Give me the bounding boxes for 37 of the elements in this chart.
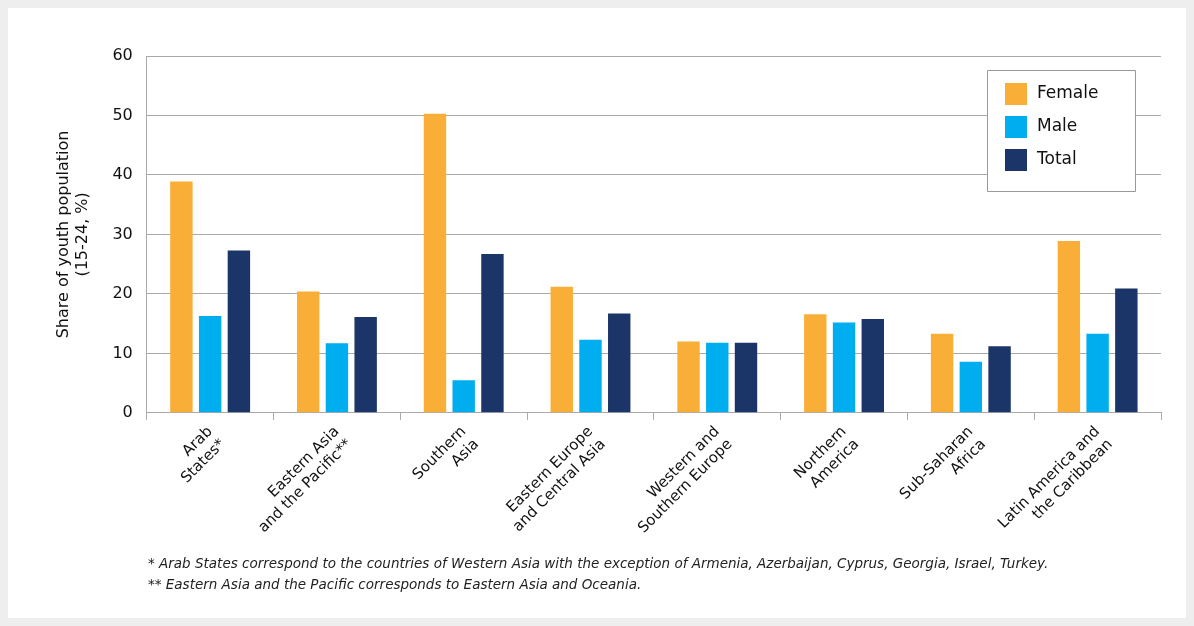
bar xyxy=(481,254,504,413)
bar xyxy=(452,380,475,413)
legend-label: Female xyxy=(1037,82,1099,103)
y-tick-label: 40 xyxy=(112,164,133,184)
bar xyxy=(1115,288,1138,413)
bar xyxy=(832,322,856,413)
bar xyxy=(959,361,983,413)
bar xyxy=(861,318,884,413)
bar xyxy=(608,313,631,413)
y-tick-label: 0 xyxy=(122,402,133,422)
bar xyxy=(706,342,729,413)
legend-label: Male xyxy=(1037,115,1078,136)
bar xyxy=(296,291,320,413)
bar xyxy=(677,341,700,413)
bar xyxy=(550,286,573,413)
bar xyxy=(1057,240,1081,413)
bar xyxy=(734,342,758,413)
y-tick-label: 30 xyxy=(112,223,133,243)
text: * Arab States correspond to the countries of Western Asia with the exception of Armenia, Azerbaijan, Cyprus, Georgia, Israel, Turkey. xyxy=(148,554,1049,573)
y-axis-title: Share of youth population (15-24, %) xyxy=(52,130,91,339)
bar xyxy=(170,181,193,413)
bar xyxy=(930,333,954,413)
bar xyxy=(579,339,602,413)
y-tick-label: 60 xyxy=(112,45,133,65)
bar xyxy=(354,317,377,413)
bar xyxy=(1086,333,1109,413)
y-tick-label: 50 xyxy=(112,104,133,124)
text: ** Eastern Asia and the Pacific corresponds to Eastern Asia and Oceania. xyxy=(148,575,643,594)
bar xyxy=(988,346,1011,413)
y-tick-label: 20 xyxy=(112,283,133,303)
bar xyxy=(198,315,222,413)
bar xyxy=(227,250,251,413)
bar xyxy=(325,343,349,413)
bar xyxy=(804,314,827,413)
legend-label: Total xyxy=(1036,148,1077,169)
bar xyxy=(423,113,447,413)
y-tick-label: 10 xyxy=(112,342,133,362)
